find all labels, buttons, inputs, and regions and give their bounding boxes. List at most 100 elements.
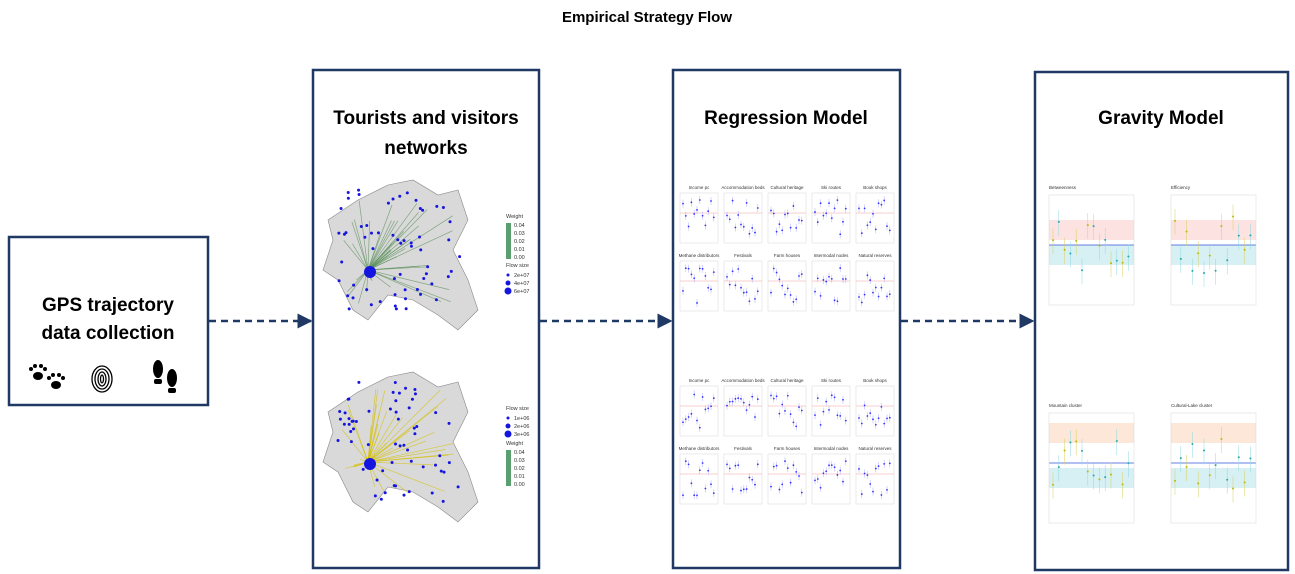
point	[839, 469, 842, 472]
point	[888, 229, 891, 232]
flow-line	[353, 219, 369, 271]
point	[800, 491, 803, 494]
node-dot	[458, 255, 462, 259]
point	[704, 224, 707, 227]
point	[731, 270, 734, 273]
point	[698, 469, 701, 472]
point	[754, 298, 756, 300]
point	[740, 397, 742, 400]
point	[745, 409, 748, 411]
point	[740, 286, 742, 289]
point	[866, 274, 869, 277]
point	[1249, 234, 1252, 237]
flow-line	[367, 221, 371, 271]
legend-item: 2e+07	[514, 273, 529, 279]
band	[1049, 468, 1134, 488]
legend-item: 1e+06	[514, 416, 529, 422]
band	[1049, 245, 1134, 265]
point	[737, 464, 740, 467]
point	[684, 460, 687, 463]
point	[748, 476, 751, 479]
node-dot	[402, 493, 406, 497]
point	[710, 200, 712, 202]
panel-frame	[679, 192, 719, 244]
point	[756, 290, 759, 293]
point	[844, 278, 847, 280]
point	[860, 493, 863, 495]
point	[690, 412, 693, 415]
point	[798, 406, 800, 409]
point	[786, 287, 789, 290]
point	[687, 416, 690, 418]
legend-item: 3e+06	[514, 432, 529, 438]
point	[701, 267, 704, 270]
panel-title: Intermodal nodes	[814, 253, 850, 258]
point	[880, 203, 883, 206]
point	[789, 226, 792, 229]
point	[819, 423, 822, 426]
point	[866, 224, 869, 227]
point	[712, 397, 715, 400]
panel-frame	[723, 260, 763, 312]
node-dot	[412, 426, 416, 430]
legend-title: Flow size	[506, 263, 529, 269]
panel-title: Intermodal nodes	[814, 446, 850, 451]
node-dot	[383, 491, 387, 495]
panel-title: Methane distributors	[679, 446, 721, 451]
point	[682, 290, 684, 292]
panel-title: Cultural-Lake cluster	[1171, 403, 1213, 408]
node-dot	[441, 205, 445, 209]
point	[1075, 239, 1078, 242]
point	[696, 302, 698, 304]
flow-line	[358, 200, 369, 271]
node-dot	[369, 303, 373, 307]
node-dot	[456, 485, 460, 489]
paw-icon	[29, 364, 65, 389]
panel-title: Income pc	[689, 378, 711, 383]
point	[866, 415, 869, 417]
node-dot	[430, 491, 434, 495]
point	[1063, 449, 1066, 452]
flow-line	[367, 461, 433, 466]
flow-line	[367, 220, 392, 271]
point	[863, 293, 866, 296]
node-dot	[398, 194, 402, 198]
panel-frame	[767, 260, 807, 312]
point	[786, 467, 789, 470]
point	[748, 403, 751, 406]
point	[842, 278, 844, 280]
point	[704, 275, 707, 277]
flow-line	[367, 432, 435, 463]
node-label: data collection	[41, 323, 174, 344]
point	[842, 398, 844, 401]
panel-title: Mountain cluster	[1049, 403, 1083, 408]
panel-title: Ski routes	[821, 185, 842, 190]
node-dot	[342, 232, 346, 236]
panel-frame	[855, 385, 895, 437]
point	[770, 209, 772, 212]
point	[1243, 248, 1246, 251]
node-box	[671, 68, 902, 570]
point	[731, 488, 734, 490]
node-label: GPS trajectory	[42, 295, 174, 316]
node-dot	[351, 296, 355, 300]
panel-frame	[811, 385, 851, 437]
point	[731, 199, 734, 202]
point	[828, 409, 830, 411]
panel-title: Festivals	[734, 253, 753, 258]
node-dot	[439, 469, 443, 473]
node-dot	[407, 406, 411, 410]
point	[860, 422, 863, 425]
point	[728, 467, 731, 470]
hub-dot	[364, 458, 376, 470]
flow-line	[367, 220, 395, 271]
node-label: Regression Model	[704, 108, 868, 129]
flow-line	[367, 230, 453, 271]
point	[874, 228, 877, 231]
point	[872, 418, 874, 421]
point	[734, 464, 737, 467]
point	[836, 199, 839, 202]
panel-title: Efficiency	[1171, 185, 1191, 190]
legend-title: Weight	[506, 214, 523, 220]
node-dot	[434, 298, 438, 302]
